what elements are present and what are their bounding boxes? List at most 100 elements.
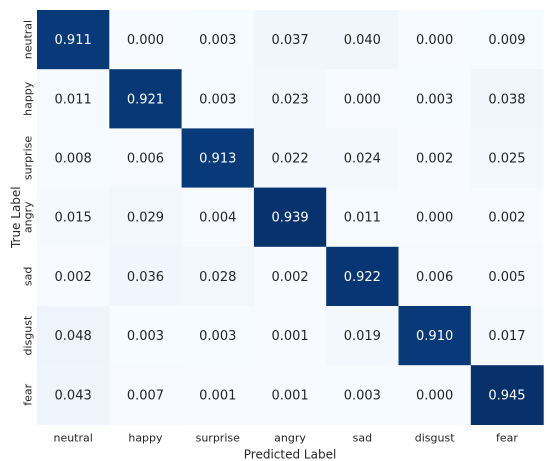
cell-value-label: 0.023 <box>271 92 308 107</box>
heatmap-cell <box>181 187 255 248</box>
heatmap-cell <box>181 306 255 366</box>
cell-value-label: 0.922 <box>344 270 381 285</box>
heatmap-cell <box>470 10 544 70</box>
cell-value-label: 0.003 <box>199 33 236 48</box>
cell-value-label: 0.921 <box>127 92 164 107</box>
cell-value-label: 0.008 <box>55 152 92 167</box>
cell-value-label: 0.048 <box>55 329 92 344</box>
heatmap-cell <box>398 187 472 248</box>
heatmap-cell <box>470 69 544 129</box>
cell-value-label: 0.002 <box>488 211 525 226</box>
cell-value-label: 0.003 <box>127 329 164 344</box>
cell-value-label: 0.024 <box>344 152 381 167</box>
y-tick-label: angry <box>22 201 35 233</box>
x-tick-labels: neutral happy surprise angry sad disgust fear <box>53 431 518 444</box>
heatmap-cell <box>470 128 544 189</box>
cell-value-label: 0.037 <box>271 33 308 48</box>
cell-value-label: 0.040 <box>344 33 381 48</box>
heatmap-cell <box>253 187 327 248</box>
heatmap-cell <box>326 69 400 129</box>
y-tick-label: disgust <box>22 315 35 355</box>
heatmap-cell <box>253 246 327 307</box>
heatmap-cell <box>326 10 400 70</box>
cell-value-label: 0.003 <box>199 92 236 107</box>
heatmap-cell <box>398 246 472 307</box>
cell-value-label: 0.029 <box>127 211 164 226</box>
x-tick-label: disgust <box>415 431 455 444</box>
cell-value-label: 0.000 <box>416 211 453 226</box>
heatmap-cells: 0.911 0.000 0.003 0.037 0.040 0.000 0.009 0.011… <box>37 10 544 425</box>
cell-value-label: 0.004 <box>199 211 236 226</box>
heatmap-cell <box>326 128 400 189</box>
y-tick-label: happy <box>22 81 35 116</box>
cell-value-label: 0.003 <box>199 329 236 344</box>
cell-value-label: 0.025 <box>488 152 525 167</box>
cell-value-label: 0.005 <box>488 270 525 285</box>
cell-value-label: 0.003 <box>416 92 453 107</box>
heatmap-cell <box>181 365 255 425</box>
heatmap-cell <box>109 187 183 248</box>
cell-value-label: 0.011 <box>344 211 381 226</box>
cell-value-label: 0.001 <box>271 329 308 344</box>
heatmap-cell <box>326 187 400 248</box>
heatmap-cell <box>109 69 183 129</box>
cell-value-label: 0.011 <box>55 92 92 107</box>
heatmap-cell <box>253 365 327 425</box>
cell-value-label: 0.015 <box>55 211 92 226</box>
cell-value-label: 0.028 <box>199 270 236 285</box>
cell-value-label: 0.017 <box>488 329 525 344</box>
cell-value-label: 0.019 <box>344 329 381 344</box>
y-tick-label: sad <box>22 267 35 286</box>
cell-value-label: 0.000 <box>344 92 381 107</box>
heatmap-cell <box>253 10 327 70</box>
x-tick-label: happy <box>128 431 163 444</box>
y-axis-label: True Label <box>9 186 23 249</box>
cell-value-label: 0.006 <box>127 152 164 167</box>
cell-value-label: 0.000 <box>416 388 453 403</box>
heatmap-cell <box>181 128 255 189</box>
cell-value-label: 0.043 <box>55 388 92 403</box>
heatmap-cell <box>326 306 400 366</box>
heatmap-cell <box>253 69 327 129</box>
heatmap-cell <box>398 306 472 366</box>
heatmap-cell <box>470 365 544 425</box>
x-tick-label: surprise <box>196 431 241 444</box>
heatmap-cell <box>37 10 110 70</box>
y-tick-labels: neutral happy surprise angry sad disgust fear <box>22 20 35 406</box>
heatmap-cell <box>37 365 110 425</box>
heatmap-cell <box>181 10 255 70</box>
y-tick-label: fear <box>22 383 35 405</box>
heatmap-cell <box>181 246 255 307</box>
cell-value-label: 0.910 <box>416 329 453 344</box>
x-tick-label: sad <box>353 431 372 444</box>
heatmap-cell <box>37 246 110 307</box>
cell-value-label: 0.002 <box>271 270 308 285</box>
cell-value-label: 0.001 <box>271 388 308 403</box>
heatmap-cell <box>470 306 544 366</box>
heatmap-cell <box>253 128 327 189</box>
heatmap-cell <box>109 365 183 425</box>
y-tick-label: surprise <box>22 136 35 181</box>
heatmap-cell <box>398 10 472 70</box>
heatmap-cell <box>109 128 183 189</box>
heatmap-cell <box>470 187 544 248</box>
cell-value-label: 0.007 <box>127 388 164 403</box>
y-tick-label: neutral <box>22 20 35 59</box>
cell-value-label: 0.945 <box>488 388 525 403</box>
cell-value-label: 0.009 <box>488 33 525 48</box>
cell-value-label: 0.036 <box>127 270 164 285</box>
cell-value-label: 0.006 <box>416 270 453 285</box>
heatmap-cell <box>37 128 110 189</box>
cell-value-label: 0.038 <box>488 92 525 107</box>
heatmap-cell <box>109 10 183 70</box>
x-axis-label: Predicted Label <box>244 447 337 461</box>
heatmap-cell <box>398 128 472 189</box>
cell-value-label: 0.000 <box>416 33 453 48</box>
heatmap-cell <box>109 306 183 366</box>
heatmap-cell <box>37 306 110 366</box>
cell-value-label: 0.002 <box>416 152 453 167</box>
cell-value-label: 0.022 <box>271 152 308 167</box>
heatmap-cell <box>398 69 472 129</box>
cell-value-label: 0.002 <box>55 270 92 285</box>
